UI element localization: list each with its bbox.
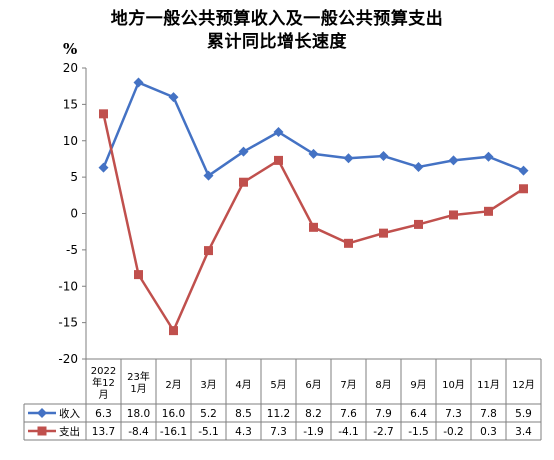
chart-title: 地方一般公共预算收入及一般公共预算支出 bbox=[110, 9, 444, 29]
series-2-point bbox=[484, 206, 493, 216]
y-tick-label: 15 bbox=[63, 97, 78, 111]
series-2-point bbox=[204, 246, 213, 256]
series-line-2 bbox=[102, 113, 525, 332]
table-value-cell: 3.4 bbox=[515, 426, 532, 438]
table-value-cell: 7.3 bbox=[445, 408, 462, 420]
y-tick-label: -15 bbox=[58, 316, 78, 330]
x-category-label: 12月 bbox=[512, 379, 535, 391]
series-2-point bbox=[169, 326, 178, 336]
series-2-point bbox=[309, 222, 318, 232]
series-2-point bbox=[99, 109, 108, 119]
table-value-cell: 0.3 bbox=[480, 426, 497, 438]
series-1-point bbox=[343, 153, 354, 164]
x-category-label: 10月 bbox=[442, 379, 465, 391]
series-1-point bbox=[203, 170, 214, 181]
table-value-cell: 7.3 bbox=[270, 426, 287, 438]
table-value-cell: 4.3 bbox=[235, 426, 252, 438]
x-category-label: 3月 bbox=[200, 379, 216, 391]
legend-key-marker bbox=[37, 426, 47, 436]
table-value-cell: 7.8 bbox=[480, 408, 497, 420]
series-2-point bbox=[379, 228, 388, 238]
series-2-point bbox=[134, 270, 143, 280]
chart-subtitle: 累计同比增长速度 bbox=[207, 32, 347, 52]
series-1-point bbox=[168, 92, 179, 103]
series-1-point bbox=[413, 161, 424, 172]
y-tick-label: -10 bbox=[58, 279, 78, 293]
legend-series-name: 支出 bbox=[59, 425, 80, 438]
x-category-label: 5月 bbox=[270, 379, 286, 391]
table-value-cell: 5.9 bbox=[515, 408, 532, 420]
x-category-label: 4月 bbox=[235, 379, 251, 391]
table-value-cell: 11.2 bbox=[267, 408, 290, 420]
x-category-label: 11月 bbox=[477, 379, 500, 391]
series-2-point bbox=[274, 155, 283, 165]
table-value-cell: -0.2 bbox=[443, 426, 464, 438]
table-value-cell: -5.1 bbox=[198, 426, 219, 438]
y-tick-label: -20 bbox=[58, 352, 78, 366]
series-line-1 bbox=[102, 81, 524, 177]
table-value-cell: 13.7 bbox=[92, 426, 115, 438]
x-category-label: 23年 bbox=[127, 370, 150, 383]
series-1-point bbox=[133, 77, 144, 88]
series-1-point bbox=[378, 151, 389, 162]
y-tick-label: 20 bbox=[63, 61, 78, 75]
table-value-cell: -16.1 bbox=[160, 426, 187, 438]
y-axis-unit: % bbox=[63, 40, 78, 58]
table-value-cell: 6.4 bbox=[410, 408, 427, 420]
table-value-cell: 16.0 bbox=[162, 408, 185, 420]
series-1-point bbox=[238, 146, 249, 157]
series-1-point bbox=[483, 151, 494, 162]
x-category-label: 9月 bbox=[410, 379, 426, 391]
y-tick-label: 10 bbox=[63, 134, 78, 148]
legend-key-marker bbox=[37, 408, 47, 418]
table-value-cell: 7.6 bbox=[340, 408, 357, 420]
table-value-cell: 5.2 bbox=[200, 408, 217, 420]
table-value-cell: 18.0 bbox=[127, 408, 150, 420]
table-value-cell: -1.5 bbox=[408, 426, 429, 438]
table-value-cell: -4.1 bbox=[338, 426, 359, 438]
series-2-point bbox=[449, 210, 458, 220]
series-2-point bbox=[519, 184, 528, 194]
table-value-cell: 7.9 bbox=[375, 408, 392, 420]
y-tick-label: 0 bbox=[70, 207, 78, 221]
series-1-point bbox=[273, 127, 284, 138]
series-2-point bbox=[414, 219, 423, 229]
table-value-cell: -1.9 bbox=[303, 426, 324, 438]
table-value-cell: -8.4 bbox=[128, 426, 149, 438]
x-category-label: 8月 bbox=[375, 379, 391, 391]
table-value-cell: 8.2 bbox=[305, 408, 322, 420]
x-category-label: 月 bbox=[99, 389, 109, 401]
series-1-point bbox=[448, 155, 459, 166]
legend-series-name: 收入 bbox=[59, 407, 80, 420]
table-value-cell: 8.5 bbox=[235, 408, 252, 420]
y-tick-label: -5 bbox=[66, 243, 78, 257]
series-1-point bbox=[308, 148, 319, 159]
table-value-cell: -2.7 bbox=[373, 426, 394, 438]
table-value-cell: 6.3 bbox=[95, 408, 112, 420]
x-category-label: 2022 bbox=[91, 366, 116, 377]
x-category-label: 年12 bbox=[92, 376, 115, 389]
y-tick-label: 5 bbox=[70, 170, 78, 184]
series-2-point bbox=[344, 238, 353, 248]
series-1-point bbox=[518, 165, 529, 176]
series-1-point bbox=[98, 162, 109, 173]
x-category-label: 7月 bbox=[340, 379, 356, 391]
x-category-label: 2月 bbox=[165, 379, 181, 391]
x-category-label: 1月 bbox=[130, 383, 146, 395]
x-category-label: 6月 bbox=[305, 379, 321, 391]
series-2-point bbox=[239, 177, 248, 187]
